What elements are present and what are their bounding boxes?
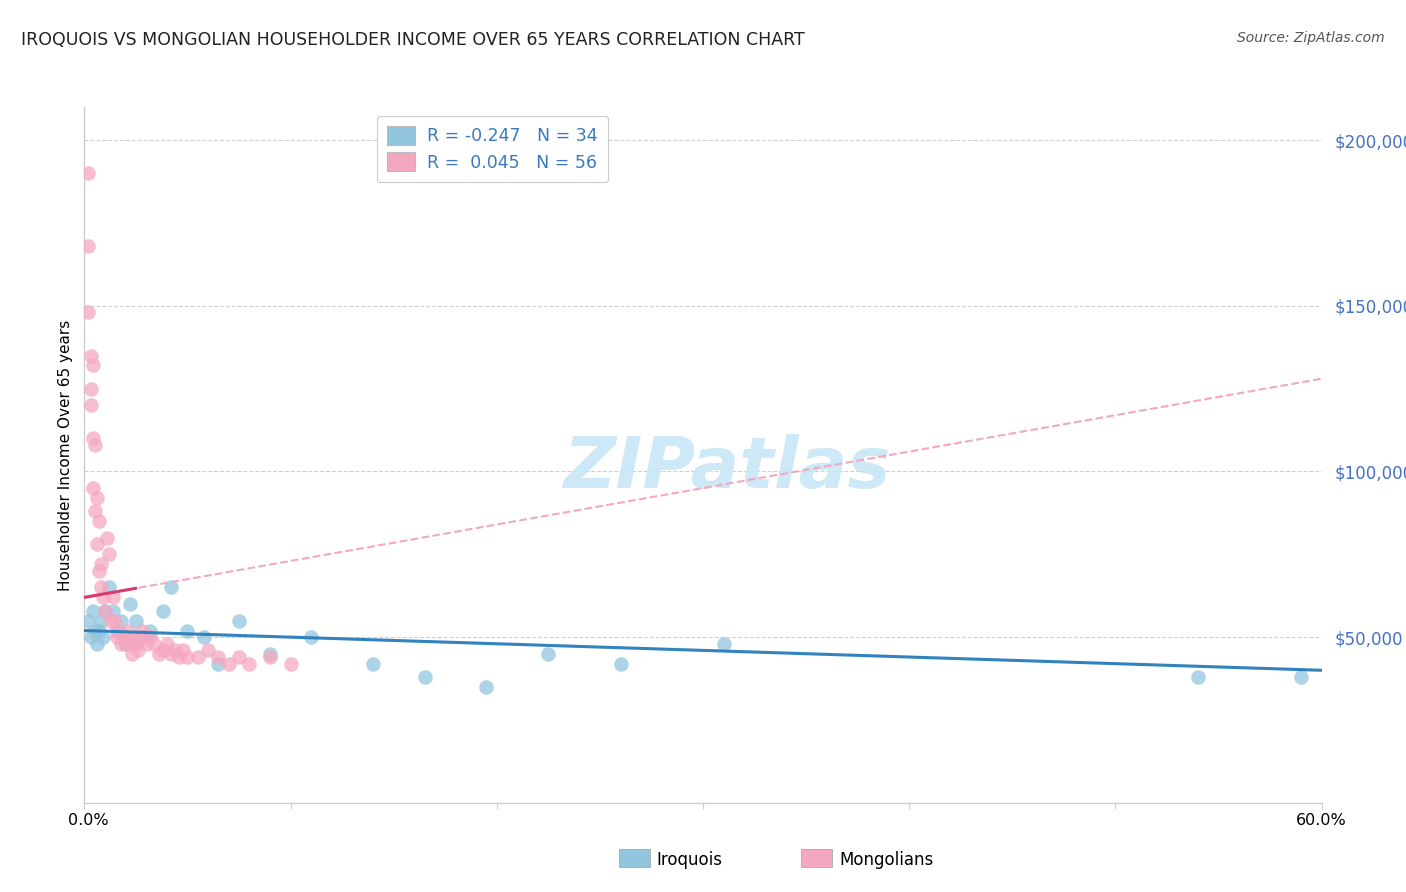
Point: [176, 624, 198, 638]
Point: [118, 637, 141, 651]
Point: [83, 438, 105, 452]
Point: [121, 647, 143, 661]
Point: [77, 614, 100, 628]
Point: [197, 643, 219, 657]
Point: [79, 382, 101, 396]
Point: [207, 650, 229, 665]
Point: [280, 657, 302, 671]
Point: [117, 624, 139, 638]
Point: [152, 604, 174, 618]
Point: [475, 680, 498, 694]
Text: Mongolians: Mongolians: [839, 851, 934, 869]
Point: [86, 491, 108, 505]
Point: [167, 650, 190, 665]
Point: [98, 547, 121, 561]
Point: [77, 239, 100, 253]
Point: [98, 581, 121, 595]
Point: [82, 431, 104, 445]
Point: [1187, 670, 1209, 684]
Point: [77, 305, 100, 319]
Point: [1289, 670, 1312, 684]
Point: [87, 564, 110, 578]
Point: [238, 657, 260, 671]
Point: [86, 637, 108, 651]
Point: [143, 637, 166, 651]
Point: [259, 647, 281, 661]
Point: [82, 604, 104, 618]
Text: 0.0%: 0.0%: [69, 814, 108, 828]
Point: [122, 630, 145, 644]
Point: [259, 650, 281, 665]
Point: [105, 630, 128, 644]
Point: [187, 650, 209, 665]
Point: [165, 643, 187, 657]
Point: [90, 558, 112, 572]
Point: [139, 630, 162, 644]
Point: [90, 581, 112, 595]
Point: [87, 624, 110, 638]
Point: [110, 614, 132, 628]
Point: [79, 398, 101, 412]
Point: [83, 624, 105, 638]
Point: [207, 657, 229, 671]
Point: [94, 604, 117, 618]
Text: ZIPatlas: ZIPatlas: [564, 434, 891, 503]
Point: [82, 481, 104, 495]
Point: [77, 166, 100, 180]
Point: [160, 647, 183, 661]
Point: [176, 650, 198, 665]
Point: [537, 647, 560, 661]
Point: [228, 650, 250, 665]
Point: [129, 630, 152, 644]
Point: [148, 647, 170, 661]
Point: [86, 537, 108, 551]
Point: [79, 349, 101, 363]
Point: [87, 514, 110, 528]
Point: [104, 614, 127, 628]
Point: [299, 630, 322, 644]
Point: [127, 643, 149, 657]
Point: [103, 604, 125, 618]
Text: 60.0%: 60.0%: [1296, 814, 1347, 828]
Point: [135, 637, 157, 651]
Point: [90, 614, 112, 628]
Point: [94, 604, 117, 618]
Point: [193, 630, 215, 644]
Point: [114, 637, 136, 651]
Point: [110, 637, 132, 651]
Point: [112, 630, 135, 644]
Point: [118, 597, 141, 611]
Text: Source: ZipAtlas.com: Source: ZipAtlas.com: [1237, 31, 1385, 45]
Point: [152, 643, 174, 657]
Legend: R = -0.247   N = 34, R =  0.045   N = 56: R = -0.247 N = 34, R = 0.045 N = 56: [377, 116, 609, 182]
Text: Iroquois: Iroquois: [657, 851, 723, 869]
Point: [91, 630, 114, 644]
Point: [160, 581, 183, 595]
Point: [609, 657, 631, 671]
Point: [139, 624, 162, 638]
Point: [108, 624, 131, 638]
Point: [413, 670, 436, 684]
Point: [228, 614, 250, 628]
Point: [131, 630, 153, 644]
Point: [125, 637, 148, 651]
Point: [172, 643, 194, 657]
Point: [83, 504, 105, 518]
Point: [79, 630, 101, 644]
Point: [713, 637, 735, 651]
Point: [96, 531, 118, 545]
Text: IROQUOIS VS MONGOLIAN HOUSEHOLDER INCOME OVER 65 YEARS CORRELATION CHART: IROQUOIS VS MONGOLIAN HOUSEHOLDER INCOME…: [21, 31, 804, 49]
Point: [156, 637, 179, 651]
Point: [125, 614, 148, 628]
Point: [91, 591, 114, 605]
Point: [361, 657, 384, 671]
Point: [103, 591, 125, 605]
Y-axis label: Householder Income Over 65 years: Householder Income Over 65 years: [58, 319, 73, 591]
Point: [131, 624, 153, 638]
Point: [82, 359, 104, 373]
Point: [100, 614, 122, 628]
Point: [105, 624, 128, 638]
Point: [218, 657, 240, 671]
Point: [114, 637, 136, 651]
